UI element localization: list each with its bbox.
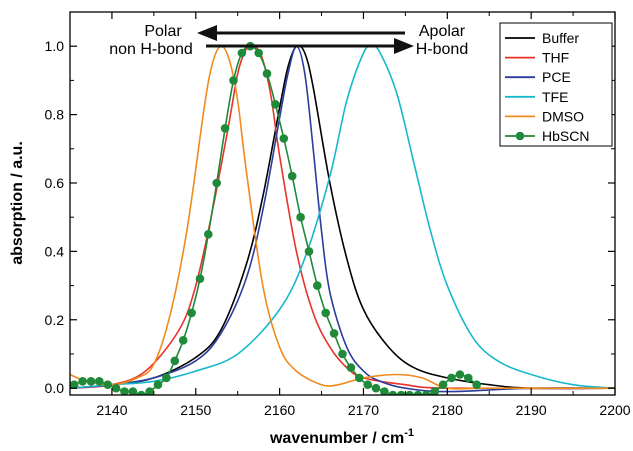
data-point-hbscn xyxy=(128,387,138,395)
x-axis-ticks: 2140 2150 2160 2170 2180 2190 2200 xyxy=(69,12,631,418)
data-point-hbscn xyxy=(455,370,465,379)
y-tick-label: 0.0 xyxy=(45,380,65,396)
legend-item-buffer: Buffer xyxy=(505,30,579,46)
data-point-hbscn xyxy=(111,383,121,393)
data-point-hbscn xyxy=(170,356,180,366)
data-point-hbscn xyxy=(296,212,305,222)
annotation-non-hbond: non H-bond xyxy=(109,41,193,58)
legend-item-thf: THF xyxy=(505,50,569,66)
data-point-hbscn xyxy=(220,124,230,133)
data-point-hbscn xyxy=(388,390,398,395)
legend-label-dmso: DMSO xyxy=(542,108,584,124)
series-line-dmso xyxy=(70,45,615,390)
data-point-hbscn xyxy=(304,247,314,256)
plot-frame xyxy=(69,11,616,396)
data-point-hbscn xyxy=(262,69,272,78)
data-point-hbscn xyxy=(70,380,79,389)
data-point-hbscn xyxy=(447,373,456,383)
x-tick-label: 2170 xyxy=(348,402,379,418)
data-point-hbscn xyxy=(279,134,289,143)
annotation-arrows xyxy=(197,25,414,54)
data-point-hbscn xyxy=(464,373,473,383)
data-point-hbscn xyxy=(103,380,112,390)
y-axis-ticks: 0.0 0.2 0.4 0.6 0.8 1.0 xyxy=(45,11,615,396)
data-point-hbscn xyxy=(137,390,146,395)
data-point-hbscn xyxy=(371,383,381,393)
annotation-hbond: H-bond xyxy=(416,41,468,58)
data-point-hbscn xyxy=(254,48,263,58)
data-point-hbscn xyxy=(422,390,431,395)
data-point-hbscn xyxy=(405,390,414,395)
series-line-hbscn xyxy=(73,45,478,395)
data-point-hbscn xyxy=(271,100,280,109)
y-tick-label: 0.4 xyxy=(45,243,65,259)
legend-marker-hbscn xyxy=(515,131,525,141)
data-point-hbscn xyxy=(363,380,373,390)
arrow-left-head xyxy=(197,25,217,41)
legend-label-thf: THF xyxy=(542,50,569,66)
data-point-hbscn xyxy=(204,230,213,239)
legend: Buffer THF PCE TFE DMSO HbSCN xyxy=(499,22,613,147)
data-point-hbscn xyxy=(430,387,439,395)
data-point-hbscn xyxy=(355,373,364,383)
data-point-hbscn xyxy=(313,281,322,290)
legend-item-dmso: DMSO xyxy=(505,108,584,124)
x-axis-label: wavenumber / cm-1 xyxy=(269,427,414,447)
y-tick-label: 0.6 xyxy=(45,175,65,191)
data-point-hbscn xyxy=(237,48,247,58)
data-point-hbscn xyxy=(396,390,406,395)
x-axis-label-text: wavenumber / cm xyxy=(269,430,404,447)
data-point-hbscn xyxy=(178,336,188,345)
y-tick-label: 0.8 xyxy=(45,107,65,123)
data-point-hbscn xyxy=(95,377,104,386)
x-tick-label: 2190 xyxy=(516,402,547,418)
legend-label-tfe: TFE xyxy=(542,89,568,105)
x-axis-label-superscript: -1 xyxy=(404,427,414,439)
x-tick-label: 2150 xyxy=(180,402,211,418)
legend-item-tfe: TFE xyxy=(505,89,568,105)
data-point-hbscn xyxy=(120,387,129,395)
data-point-hbscn xyxy=(86,377,96,386)
y-tick-label: 1.0 xyxy=(45,38,65,54)
legend-label-buffer: Buffer xyxy=(542,30,579,46)
y-axis-label: absorption / a.u. xyxy=(9,141,26,265)
data-point-hbscn xyxy=(338,349,347,359)
data-point-hbscn xyxy=(329,329,339,338)
data-point-hbscn xyxy=(472,380,482,390)
series-layer xyxy=(70,41,615,395)
data-point-hbscn xyxy=(162,373,171,383)
y-tick-label: 0.2 xyxy=(45,312,65,328)
legend-items: Buffer THF PCE TFE DMSO HbSCN xyxy=(505,30,589,144)
data-point-hbscn xyxy=(287,171,297,181)
data-point-hbscn xyxy=(145,387,154,395)
series-line-pce xyxy=(70,45,615,393)
annotation-polar: Polar xyxy=(144,23,182,40)
data-point-hbscn xyxy=(78,377,87,386)
series-line-buffer xyxy=(70,44,615,390)
data-point-hbscn xyxy=(229,76,238,85)
data-point-hbscn xyxy=(187,308,196,318)
data-point-hbscn xyxy=(413,390,423,395)
data-point-hbscn xyxy=(438,380,448,390)
annotation-apolar: Apolar xyxy=(419,23,466,40)
x-tick-label: 2200 xyxy=(599,402,630,418)
x-tick-label: 2160 xyxy=(264,402,295,418)
x-tick-label: 2180 xyxy=(432,402,463,418)
arrow-right-head xyxy=(394,38,414,54)
data-point-hbscn xyxy=(195,274,205,284)
x-tick-label: 2140 xyxy=(96,402,127,418)
data-point-hbscn xyxy=(346,363,356,372)
legend-item-pce: PCE xyxy=(505,69,571,85)
legend-box xyxy=(499,22,613,147)
data-point-hbscn xyxy=(380,387,389,395)
legend-label-pce: PCE xyxy=(542,69,571,85)
data-point-hbscn xyxy=(153,380,163,390)
legend-item-hbscn: HbSCN xyxy=(505,128,589,144)
data-point-hbscn xyxy=(212,178,221,188)
legend-label-hbscn: HbSCN xyxy=(542,128,589,144)
data-point-hbscn xyxy=(321,308,331,318)
